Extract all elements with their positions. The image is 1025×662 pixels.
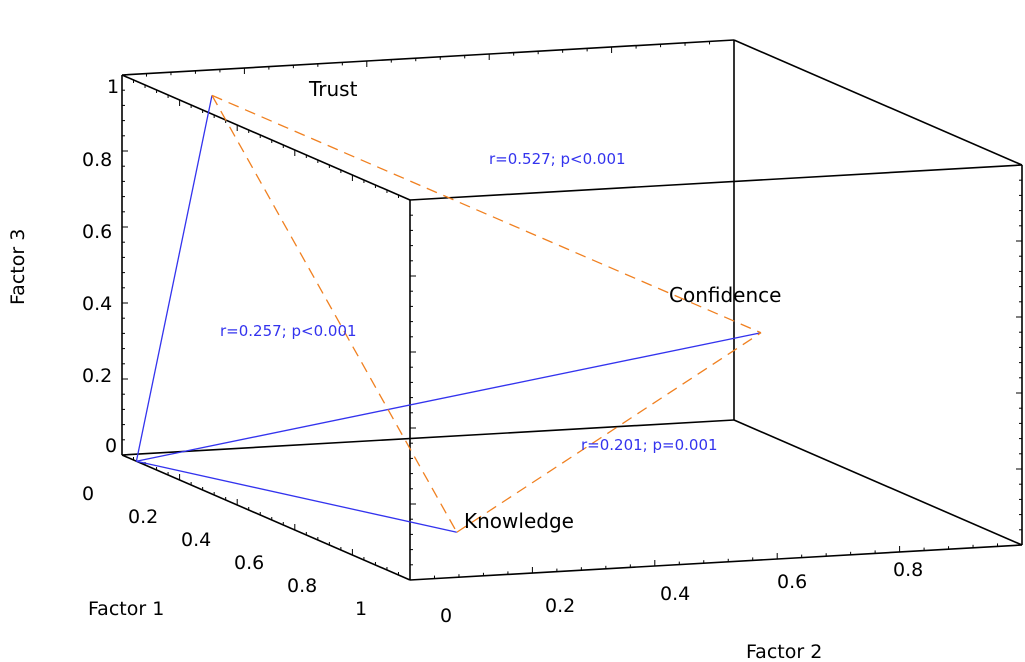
vector-line-trust	[135, 95, 213, 462]
correlation-line-trust-knowledge	[211, 95, 458, 533]
z-tick-label: 0.2	[82, 365, 112, 387]
x-tick-label: 1	[355, 598, 367, 620]
y-tick-label: 0.4	[660, 583, 690, 605]
z-tick-label: 0.8	[82, 149, 112, 171]
x-axis-title: Factor 1	[88, 598, 164, 620]
bounding-box	[121, 39, 1023, 581]
box-edge	[121, 419, 735, 456]
z-axis-title: Factor 3	[7, 229, 29, 305]
x-tick-label: 0.2	[128, 506, 158, 528]
y-tick-label: 0.6	[777, 571, 807, 593]
box-edge	[409, 544, 1023, 581]
correlation-label: r=0.201; p=0.001	[581, 436, 718, 454]
x-tick-label: 0.8	[287, 575, 317, 597]
box-edge	[121, 39, 735, 76]
vector-line-knowledge	[136, 460, 457, 533]
y-tick-label: 0.8	[893, 559, 923, 581]
point-label-trust: Trust	[308, 77, 358, 101]
x-tick-label: 0.6	[234, 552, 264, 574]
box-edge	[409, 164, 1023, 201]
z-tick-label: 0.6	[82, 221, 112, 243]
point-label-confidence: Confidence	[669, 283, 781, 307]
correlation-label: r=0.257; p<0.001	[220, 322, 357, 340]
y-tick-label: 0	[440, 605, 452, 627]
correlation-label: r=0.527; p<0.001	[489, 150, 626, 168]
z-tick-label: 0	[105, 435, 117, 457]
correlation-line-trust-confidence	[211, 94, 762, 334]
point-label-knowledge: Knowledge	[464, 509, 574, 533]
y-tick-label: 0.2	[545, 595, 575, 617]
box-edge	[733, 419, 1023, 546]
box-edge	[733, 39, 1023, 166]
z-tick-label: 0.4	[82, 293, 112, 315]
z-tick-label: 1	[107, 76, 119, 98]
x-tick-label: 0	[82, 483, 94, 505]
box-edge	[121, 74, 411, 201]
x-tick-label: 0.4	[181, 529, 211, 551]
box-edge	[121, 454, 411, 581]
y-axis-title: Factor 2	[746, 641, 822, 662]
vector-line-confidence	[136, 332, 762, 462]
correlation-line-knowledge-confidence	[456, 332, 762, 533]
axis-ticks	[122, 41, 1022, 579]
